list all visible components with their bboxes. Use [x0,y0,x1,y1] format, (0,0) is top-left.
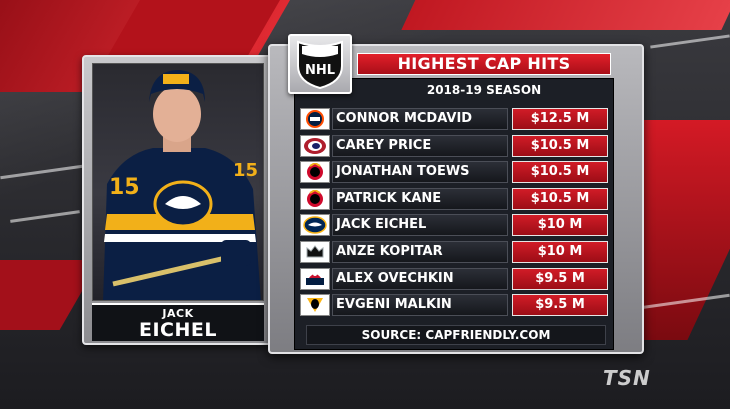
cap-hit-value: $10.5 M [512,161,608,184]
season-label: 2018-19 SEASON [426,83,542,97]
nhl-logo-text: NHL [305,63,335,78]
list-item: CAREY PRICE $10.5 M [300,134,610,157]
list-item: JACK EICHEL $10 M [300,214,610,237]
list-item: CONNOR MCDAVID $12.5 M [300,108,610,130]
cap-hit-value: $10 M [512,214,608,237]
light-streak [10,210,80,223]
kings-logo-icon [300,240,330,263]
tsn-logo: TSN [603,366,651,390]
oilers-logo-icon [300,108,330,130]
list-item: JONATHAN TOEWS $10.5 M [300,161,610,184]
svg-text:15: 15 [233,160,258,181]
light-streak [650,34,730,49]
cap-hits-list: CONNOR MCDAVID $12.5 M CAREY PRICE $10.5… [300,108,610,321]
list-item: ANZE KOPITAR $10 M [300,240,610,263]
cap-hit-value: $10.5 M [512,187,608,210]
blackhawks-logo-icon [300,187,330,210]
player-last-name: EICHEL [139,319,217,341]
player-photo: 15 15 [92,63,264,301]
player-panel: 15 15 JACK EICHEL [82,55,272,345]
list-item: ALEX OVECHKIN $9.5 M [300,267,610,290]
player-name: CAREY PRICE [332,134,508,157]
player-name: JACK EICHEL [332,214,508,237]
player-name: PATRICK KANE [332,187,508,210]
cap-hit-value: $12.5 M [512,108,608,130]
svg-text:15: 15 [109,175,140,200]
player-name: ALEX OVECHKIN [332,267,508,290]
canadiens-logo-icon [300,134,330,157]
player-name: CONNOR MCDAVID [332,108,508,130]
penguins-logo-icon [300,294,330,317]
player-name-box: JACK EICHEL [92,303,264,341]
cap-hit-value: $9.5 M [512,294,608,317]
player-name: JONATHAN TOEWS [332,161,508,184]
board-title: HIGHEST CAP HITS [357,53,611,75]
player-name: ANZE KOPITAR [332,240,508,263]
cap-hit-value: $10.5 M [512,134,608,157]
capitals-logo-icon [300,267,330,290]
list-item: PATRICK KANE $10.5 M [300,187,610,210]
red-stripe [401,0,730,30]
blackhawks-logo-icon [300,161,330,184]
player-illustration: 15 15 [103,70,261,300]
list-item: EVGENI MALKIN $9.5 M [300,294,610,317]
player-name: EVGENI MALKIN [332,294,508,317]
light-streak [0,163,90,180]
sabres-logo-icon [300,214,330,237]
cap-hit-value: $9.5 M [512,267,608,290]
source-label: SOURCE: CAPFRIENDLY.COM [306,325,606,345]
player-first-name: JACK [162,307,194,320]
nhl-shield-icon: NHL [297,40,343,90]
cap-hit-value: $10 M [512,240,608,263]
nhl-shield-logo: NHL [288,34,352,94]
